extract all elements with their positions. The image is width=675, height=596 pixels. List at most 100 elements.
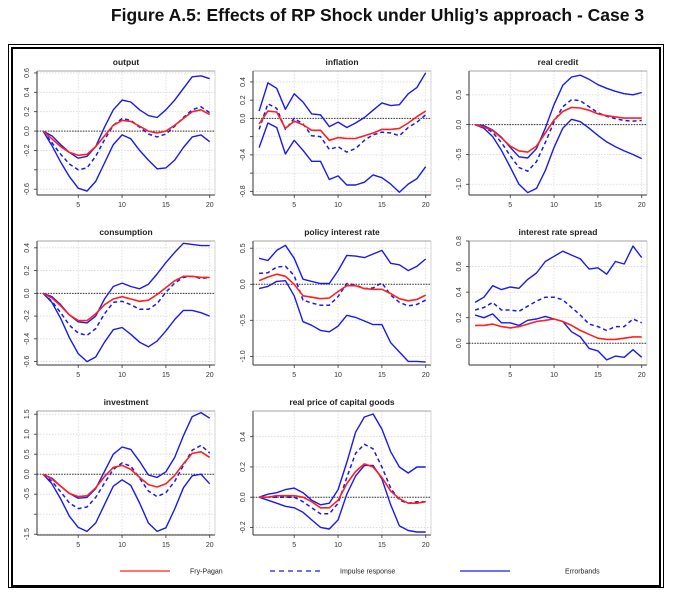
impulse-response-line: [259, 443, 426, 515]
y-tick-label: 0.5: [240, 243, 247, 253]
x-tick-label: 20: [206, 372, 214, 379]
impulse-response-line: [474, 98, 642, 172]
fry-pagan-line: [474, 106, 642, 153]
x-tick-label: 5: [292, 542, 296, 549]
x-tick-label: 5: [76, 372, 80, 379]
x-tick-label: 20: [206, 202, 214, 209]
legend-label: Fry-Pagan: [190, 569, 223, 576]
impulse-response-line: [259, 265, 427, 307]
panel-title: policy interest rate: [304, 227, 380, 237]
errorband-lower-line: [474, 118, 642, 194]
x-tick-label: 20: [422, 202, 430, 209]
x-tick-label: 15: [594, 372, 602, 379]
y-tick-label: 0.4: [240, 432, 247, 442]
x-tick-label: 5: [508, 372, 512, 379]
y-tick-label: 1.5: [24, 409, 31, 419]
y-tick-label: 0.5: [24, 449, 31, 459]
panel-consumption: consumption 0.4 0.2 0.0 -0.2 -0.4 -0.6 5 10 15 20: [24, 227, 216, 379]
x-tick-label: 15: [162, 372, 170, 379]
y-tick-label: 0.2: [240, 95, 247, 105]
errorband-lower-line: [42, 292, 210, 363]
y-tick-label: 0.0: [240, 279, 247, 289]
impulse-response-line: [42, 444, 211, 510]
y-tick-label: 0.0: [240, 113, 247, 123]
x-tick-label: 15: [378, 372, 386, 379]
x-tick-label: 5: [76, 202, 80, 209]
y-tick-label: -0.6: [24, 183, 31, 195]
errorband-upper-line: [258, 72, 427, 129]
panel-title: inflation: [325, 57, 358, 67]
x-tick-label: 20: [638, 202, 646, 209]
y-tick-label: 0.0: [456, 120, 463, 130]
errorband-lower-line: [42, 473, 211, 533]
x-tick-label: 10: [334, 542, 342, 549]
y-tick-label: 0.0: [240, 492, 247, 502]
impulse-response-line: [42, 106, 211, 171]
y-tick-label: 0.6: [24, 68, 31, 78]
legend: Fry-Pagan Impulse response Errorbands: [120, 569, 600, 576]
y-tick-label: 0.6: [456, 262, 463, 272]
x-tick-label: 15: [162, 542, 170, 549]
x-tick-label: 15: [378, 542, 386, 549]
y-tick-label: -0.6: [24, 355, 31, 367]
panel-title: investment: [104, 397, 149, 407]
panel-real-price-of-capital-goods: real price of capital goods 0.4 0.2 0.0 -0.2…: [240, 397, 432, 549]
y-tick-label: 0.0: [24, 469, 31, 479]
panel-interest-rate-spread: interest rate spread 0.8 0.6 0.4 0.2 0.0 5 10 15…: [456, 227, 648, 379]
legend-item-errorbands: Errorbands: [460, 569, 600, 576]
y-tick-label: 1.0: [24, 429, 31, 439]
fry-pagan-line: [258, 273, 427, 302]
y-tick-label: -1.0: [456, 178, 463, 190]
y-tick-label: -0.8: [240, 185, 247, 197]
x-tick-label: 5: [76, 542, 80, 549]
x-tick-label: 5: [508, 202, 512, 209]
errorband-upper-line: [258, 244, 427, 285]
y-tick-label: 0.4: [240, 77, 247, 87]
fry-pagan-line: [42, 450, 211, 498]
errorband-upper-line: [258, 413, 426, 506]
x-tick-label: 15: [162, 202, 170, 209]
x-tick-label: 10: [118, 202, 126, 209]
x-tick-label: 20: [206, 542, 214, 549]
x-tick-label: 20: [422, 372, 430, 379]
legend-label: Errorbands: [565, 569, 600, 576]
figure-frame-outer: [8, 44, 664, 588]
y-tick-label: 0.2: [24, 107, 31, 117]
x-tick-label: 15: [378, 202, 386, 209]
fry-pagan-line: [475, 318, 642, 341]
x-tick-label: 10: [118, 372, 126, 379]
y-tick-label: -0.4: [240, 149, 247, 161]
y-tick-label: 0.0: [24, 288, 31, 298]
x-tick-label: 5: [292, 372, 296, 379]
panel-output: output 0.6 0.4 0.2 0.0 -0.2 -0.6 5 10 15 20: [24, 57, 216, 209]
y-tick-label: 0.4: [24, 87, 31, 97]
legend-item-fry-pagan: Fry-Pagan: [120, 569, 223, 576]
errorband-lower-line: [258, 122, 427, 194]
fry-pagan-line: [42, 109, 211, 157]
errorband-lower-line: [258, 464, 426, 533]
panel-inflation: inflation 0.4 0.2 0.0 -0.4 -0.8 5 10 15 20: [240, 57, 432, 209]
y-tick-label: 0.5: [456, 90, 463, 100]
y-tick-label: 0.8: [456, 236, 463, 246]
errorband-lower-line: [258, 280, 426, 363]
y-tick-label: 0.4: [456, 287, 463, 297]
y-tick-label: -0.5: [240, 314, 247, 326]
impulse-response-line: [42, 275, 210, 337]
y-tick-label: -0.2: [240, 521, 247, 533]
panel-real-credit: real credit 0.5 0.0 -0.5 -1.0 5 10 15 20: [456, 57, 648, 209]
x-tick-label: 20: [422, 542, 430, 549]
panel-investment: investment 1.5 1.0 0.5 0.0 -0.5 -1.5 5 10 15 20: [24, 397, 216, 549]
figure-frame-inner: [11, 47, 661, 587]
legend-label: Impulse response: [340, 569, 395, 576]
x-tick-label: 10: [118, 542, 126, 549]
errorband-upper-line: [474, 245, 643, 304]
y-tick-label: 0.0: [456, 338, 463, 348]
y-tick-label: 0.4: [24, 243, 31, 253]
y-tick-label: -0.5: [456, 148, 463, 160]
fry-pagan-line: [259, 463, 426, 509]
x-tick-label: 5: [292, 202, 296, 209]
fry-pagan-line: [42, 275, 210, 322]
panel-title: real price of capital goods: [289, 397, 395, 407]
